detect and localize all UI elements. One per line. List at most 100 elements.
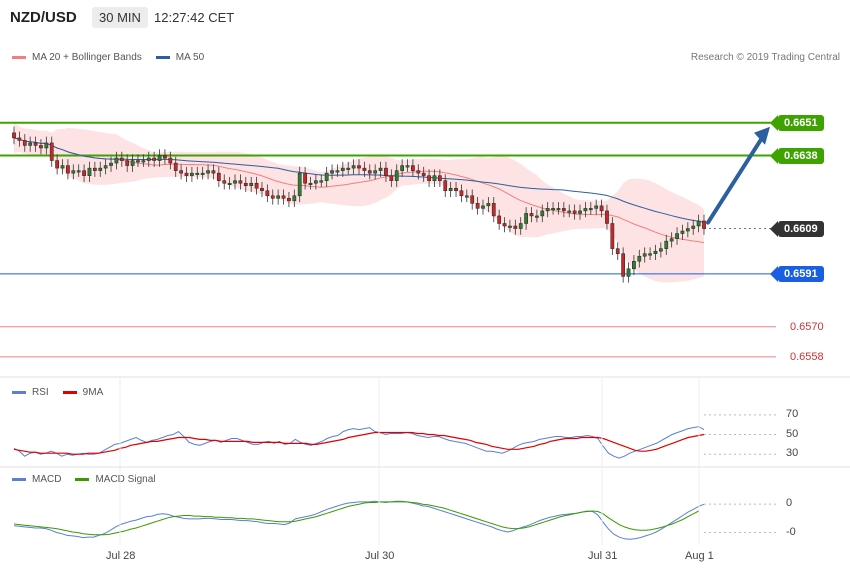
candle-body-78 — [432, 175, 437, 181]
candle-body-20 — [119, 157, 124, 161]
rsi9ma-swatch — [62, 391, 77, 394]
level-label-0.6591: 0.6591 — [770, 265, 824, 282]
candle-body-92 — [508, 225, 512, 228]
candle-body-19 — [114, 157, 119, 164]
price-legend: MA 20 + Bollinger Bands MA 50 — [12, 52, 204, 63]
candle-body-61 — [340, 167, 345, 171]
candle-body-127 — [696, 220, 701, 227]
candle-body-97 — [535, 215, 539, 218]
ma50-line — [13, 137, 705, 223]
candle-body-84 — [464, 195, 469, 198]
candle-body-123 — [675, 233, 679, 239]
candle-body-109 — [599, 205, 604, 212]
candle-body-116 — [637, 255, 642, 262]
x-tick-label-3: Aug 1 — [685, 550, 714, 562]
timeframe-selector[interactable]: 30 MIN — [92, 7, 148, 28]
candle-body-34 — [195, 172, 200, 175]
candle-body-0 — [12, 132, 16, 139]
candle-body-48 — [270, 195, 275, 199]
candle-body-71 — [394, 170, 399, 181]
candle-body-110 — [605, 210, 609, 224]
candle-body-5 — [39, 145, 43, 149]
macd-signal-swatch — [75, 478, 90, 481]
candle-body-112 — [615, 248, 620, 254]
candle-body-41 — [233, 180, 237, 184]
candle-body-122 — [669, 238, 674, 242]
candle-body-70 — [389, 175, 394, 181]
candle-body-43 — [243, 182, 248, 186]
candle-body-58 — [324, 172, 329, 181]
candle-body-66 — [367, 170, 372, 174]
candle-body-23 — [136, 160, 140, 163]
candle-body-103 — [567, 210, 572, 213]
candle-body-52 — [292, 195, 297, 202]
candle-body-69 — [384, 167, 388, 176]
candle-body-65 — [362, 167, 367, 171]
candle-body-98 — [540, 210, 545, 217]
candle-body-63 — [351, 165, 356, 169]
candle-body-56 — [314, 180, 318, 184]
ma20-swatch — [12, 56, 26, 59]
candle-body-80 — [443, 180, 448, 192]
candle-body-102 — [561, 208, 566, 212]
candle-body-29 — [168, 157, 173, 164]
candle-body-26 — [152, 157, 157, 161]
legend-macd-label: MACD — [32, 474, 62, 485]
candle-body-18 — [109, 162, 113, 166]
candle-body-33 — [190, 172, 194, 176]
candle-body-36 — [206, 170, 210, 174]
candle-body-117 — [642, 253, 647, 257]
rsi-swatch — [12, 391, 26, 394]
legend-rsi9ma-label: 9MA — [82, 387, 104, 398]
forecast-arrow-shaft — [706, 132, 766, 225]
candle-body-62 — [346, 167, 351, 170]
candle-body-64 — [357, 165, 361, 169]
level-label-0.6651: 0.6651 — [770, 114, 824, 131]
candle-body-106 — [583, 208, 588, 212]
candle-body-50 — [281, 195, 286, 199]
macd-line — [13, 500, 705, 540]
candle-body-47 — [265, 190, 270, 197]
level-label-0.6609: 0.6609 — [770, 220, 824, 237]
candle-body-12 — [76, 170, 81, 173]
candle-body-88 — [486, 203, 491, 207]
candle-body-104 — [572, 210, 577, 214]
candle-body-14 — [87, 167, 92, 176]
candle-body-60 — [335, 170, 340, 173]
candle-body-124 — [680, 230, 685, 234]
candle-body-44 — [249, 182, 254, 186]
candle-body-40 — [227, 182, 232, 185]
candle-body-31 — [179, 170, 183, 174]
candle-body-118 — [648, 253, 652, 256]
candle-body-68 — [378, 167, 383, 171]
candle-body-3 — [28, 142, 33, 146]
candle-body-57 — [319, 180, 324, 183]
candle-body-119 — [653, 250, 658, 254]
instrument-symbol: NZD/USD — [10, 9, 77, 26]
candle-body-11 — [71, 170, 76, 174]
x-tick-label-0: Jul 28 — [106, 550, 136, 562]
candle-body-27 — [157, 155, 162, 161]
level-label-0.6638: 0.6638 — [770, 147, 824, 164]
x-tick-label-2: Jul 31 — [588, 550, 618, 562]
candle-body-16 — [98, 167, 103, 171]
macd-signal-line — [13, 501, 699, 536]
server-time: 12:27:42 CET — [154, 10, 235, 25]
candle-body-108 — [594, 205, 599, 209]
candle-body-113 — [621, 253, 626, 277]
candle-body-76 — [421, 172, 426, 176]
forecast-arrow-head — [754, 126, 770, 145]
chart-header: NZD/USD 30 MIN 12:27:42 CET — [0, 0, 850, 38]
candle-body-83 — [459, 190, 464, 197]
candle-body-67 — [373, 170, 378, 174]
candle-body-51 — [287, 198, 291, 202]
candle-body-111 — [610, 223, 615, 249]
candle-body-24 — [141, 160, 146, 163]
macd-tick-label-1: -0 — [786, 525, 796, 538]
candle-body-25 — [146, 157, 151, 161]
legend-macd-signal-label: MACD Signal — [95, 474, 156, 485]
candle-body-75 — [416, 170, 421, 174]
candle-body-107 — [588, 208, 593, 211]
candle-body-90 — [497, 215, 502, 224]
